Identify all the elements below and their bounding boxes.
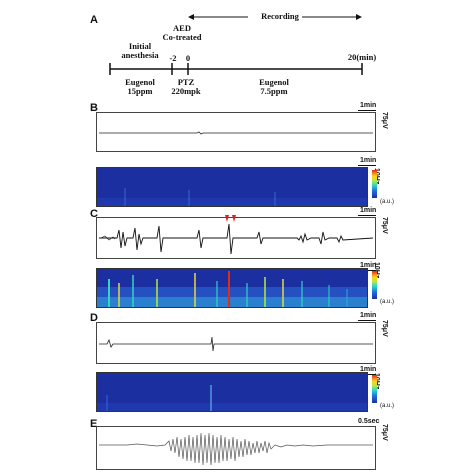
- panel-c-letter: C: [90, 208, 98, 220]
- panel-b-spectrogram: [96, 167, 368, 207]
- panel-b-letter: B: [90, 102, 98, 114]
- eugenol1-line1: Eugenol: [125, 77, 155, 87]
- aed-label: AED Co-treated: [160, 24, 204, 42]
- panel-e-trace-svg: [99, 432, 373, 466]
- timeline-axis: [109, 63, 363, 75]
- recording-arrow: [188, 14, 362, 20]
- panel-b-spec-scale-bar: [358, 165, 376, 166]
- panel-d-time-scale: 1min: [360, 312, 377, 319]
- panel-b-amp-scale: 75μV: [381, 112, 388, 129]
- panel-d-spec-time-scale: 1min: [360, 366, 377, 373]
- tick-minus2-label: -2: [169, 53, 177, 63]
- panel-b-au-label: (a.u.): [380, 199, 395, 205]
- panel-c-time-scale: 1min: [360, 207, 377, 214]
- panel-d-trace-svg: [99, 336, 373, 352]
- panel-c-au-label: (a.u.): [380, 299, 395, 305]
- ptz-line2: 220mpk: [171, 86, 201, 96]
- panel-c-time-scale-bar: [358, 215, 376, 216]
- panel-b-eeg-trace: [96, 112, 376, 152]
- ptz-line1: PTZ: [177, 77, 195, 87]
- ptz-label: PTZ 220mpk: [166, 78, 206, 96]
- panel-c-spec-svg: [97, 269, 367, 307]
- panel-c-colorbar: [372, 271, 377, 299]
- aed-label-line1: AED: [173, 23, 191, 33]
- panel-c-freq-scale: 10Hz: [373, 262, 380, 278]
- panel-c-spec-time-scale: 1min: [360, 262, 377, 269]
- initial-anesthesia-label: Initial anesthesia: [118, 42, 162, 60]
- panel-d-amp-scale: 75μV: [381, 320, 388, 337]
- tick-20-label: 20(min): [347, 52, 377, 62]
- recording-label: Recording: [250, 12, 310, 21]
- panel-d-spec-svg: [97, 373, 367, 411]
- recording-text: Recording: [261, 11, 299, 21]
- panel-b-time-scale: 1min: [360, 102, 377, 109]
- initial-label-line1: Initial: [128, 41, 152, 51]
- panel-b-trace-svg: [99, 131, 373, 135]
- eugenol1-line2: 15ppm: [127, 86, 153, 96]
- panel-e-amp-scale: 75μV: [381, 424, 388, 441]
- eugenol2-line1: Eugenol: [259, 77, 289, 87]
- panel-c-amp-scale: 75μV: [381, 217, 388, 234]
- aed-label-line2: Co-treated: [162, 32, 202, 42]
- panel-e-letter: E: [90, 418, 98, 430]
- panel-c-eeg-trace: [96, 217, 376, 259]
- panel-c-seizure-arrows: [225, 215, 236, 222]
- panel-e-time-scale: 0.5sec: [358, 418, 380, 425]
- panel-e-eeg-trace: [96, 426, 376, 470]
- initial-label-line2: anesthesia: [121, 50, 159, 60]
- panel-d-letter: D: [90, 312, 98, 324]
- panel-b-spec-svg: [97, 168, 367, 206]
- panel-d-spectrogram: [96, 372, 368, 412]
- eugenol-initial-label: Eugenol 15ppm: [120, 78, 160, 96]
- panel-d-eeg-trace: [96, 322, 376, 364]
- panel-d-colorbar: [372, 375, 377, 403]
- panel-b-colorbar: [372, 170, 377, 198]
- panel-c-spectrogram: [96, 268, 368, 308]
- panel-d-au-label: (a.u.): [380, 403, 395, 409]
- eugenol-maintenance-label: Eugenol 7.5ppm: [254, 78, 294, 96]
- tick-0-label: 0: [185, 53, 191, 63]
- eugenol2-line2: 7.5ppm: [260, 86, 288, 96]
- panel-b-spec-time-scale: 1min: [360, 157, 377, 164]
- panel-a-letter: A: [90, 14, 98, 26]
- panel-d-time-scale-bar: [358, 320, 376, 321]
- panel-b-time-scale-bar: [358, 110, 376, 111]
- panel-c-trace-svg: [99, 223, 374, 255]
